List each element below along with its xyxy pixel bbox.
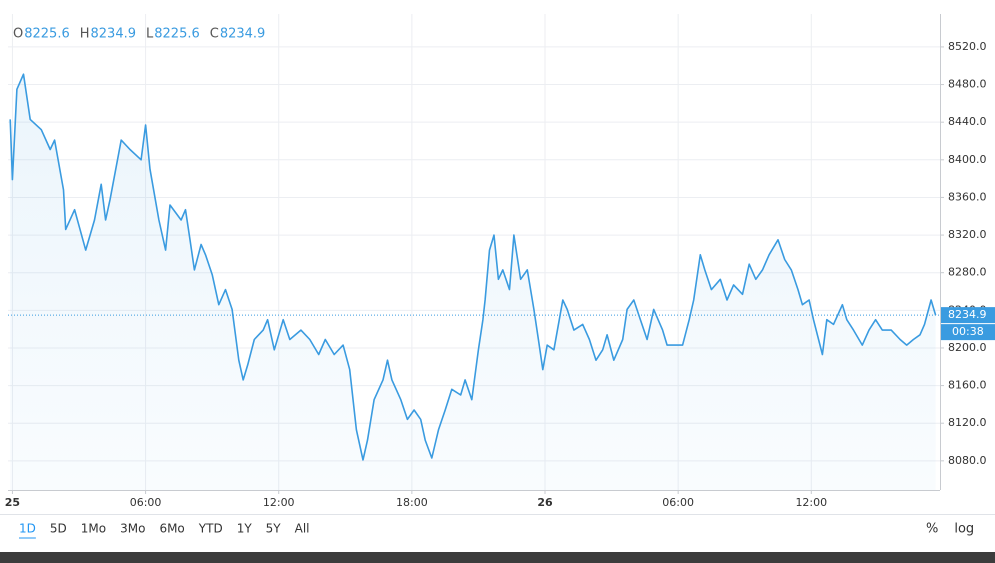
- x-tick-label: 25: [5, 496, 20, 509]
- option-button[interactable]: log: [954, 522, 974, 537]
- y-tick-label: 8520.0: [948, 40, 987, 53]
- countdown-label: 00:38: [952, 325, 984, 338]
- last-price-box: [941, 307, 995, 324]
- ohlc-name: L: [146, 27, 154, 42]
- range-button[interactable]: 1D: [19, 522, 36, 536]
- y-tick-label: 8360.0: [948, 190, 987, 203]
- bottom-bar: [0, 552, 995, 563]
- x-tick-label: 06:00: [130, 496, 162, 509]
- y-tick-label: 8400.0: [948, 153, 987, 166]
- y-tick-label: 8480.0: [948, 78, 987, 91]
- x-tick-label: 12:00: [263, 496, 295, 509]
- y-tick-label: 8440.0: [948, 115, 987, 128]
- ohlc-name: C: [210, 27, 219, 42]
- y-tick-label: 8320.0: [948, 228, 987, 241]
- ohlc-value: 8234.9: [91, 27, 137, 42]
- y-tick-label: 8160.0: [948, 379, 987, 392]
- option-button[interactable]: %: [926, 522, 938, 537]
- ohlc-value: 8225.6: [154, 27, 200, 42]
- range-button[interactable]: 1Mo: [81, 522, 106, 536]
- last-price-label: 8234.9: [948, 308, 987, 321]
- range-button[interactable]: YTD: [198, 522, 223, 536]
- range-button[interactable]: 5D: [50, 522, 67, 536]
- ohlc-name: H: [80, 27, 90, 42]
- area-fill: [10, 74, 936, 490]
- range-button[interactable]: All: [295, 522, 310, 536]
- x-tick-label: 12:00: [795, 496, 827, 509]
- countdown-box: [941, 324, 995, 341]
- x-tick-label: 26: [537, 496, 553, 509]
- range-button[interactable]: 3Mo: [120, 522, 145, 536]
- range-button[interactable]: 6Mo: [159, 522, 184, 536]
- x-tick-label: 18:00: [396, 496, 428, 509]
- y-tick-label: 8280.0: [948, 266, 987, 279]
- price-line: [9, 73, 937, 461]
- y-tick-label: 8200.0: [948, 341, 987, 354]
- ohlc-name: O: [13, 27, 23, 42]
- range-button[interactable]: 5Y: [266, 522, 282, 536]
- y-tick-label: 8120.0: [948, 416, 987, 429]
- ohlc-value: 8225.6: [24, 27, 70, 42]
- x-tick-label: 06:00: [662, 496, 694, 509]
- y-tick-label: 8080.0: [948, 454, 987, 467]
- ohlc-value: 8234.9: [220, 27, 266, 42]
- range-button[interactable]: 1Y: [237, 522, 253, 536]
